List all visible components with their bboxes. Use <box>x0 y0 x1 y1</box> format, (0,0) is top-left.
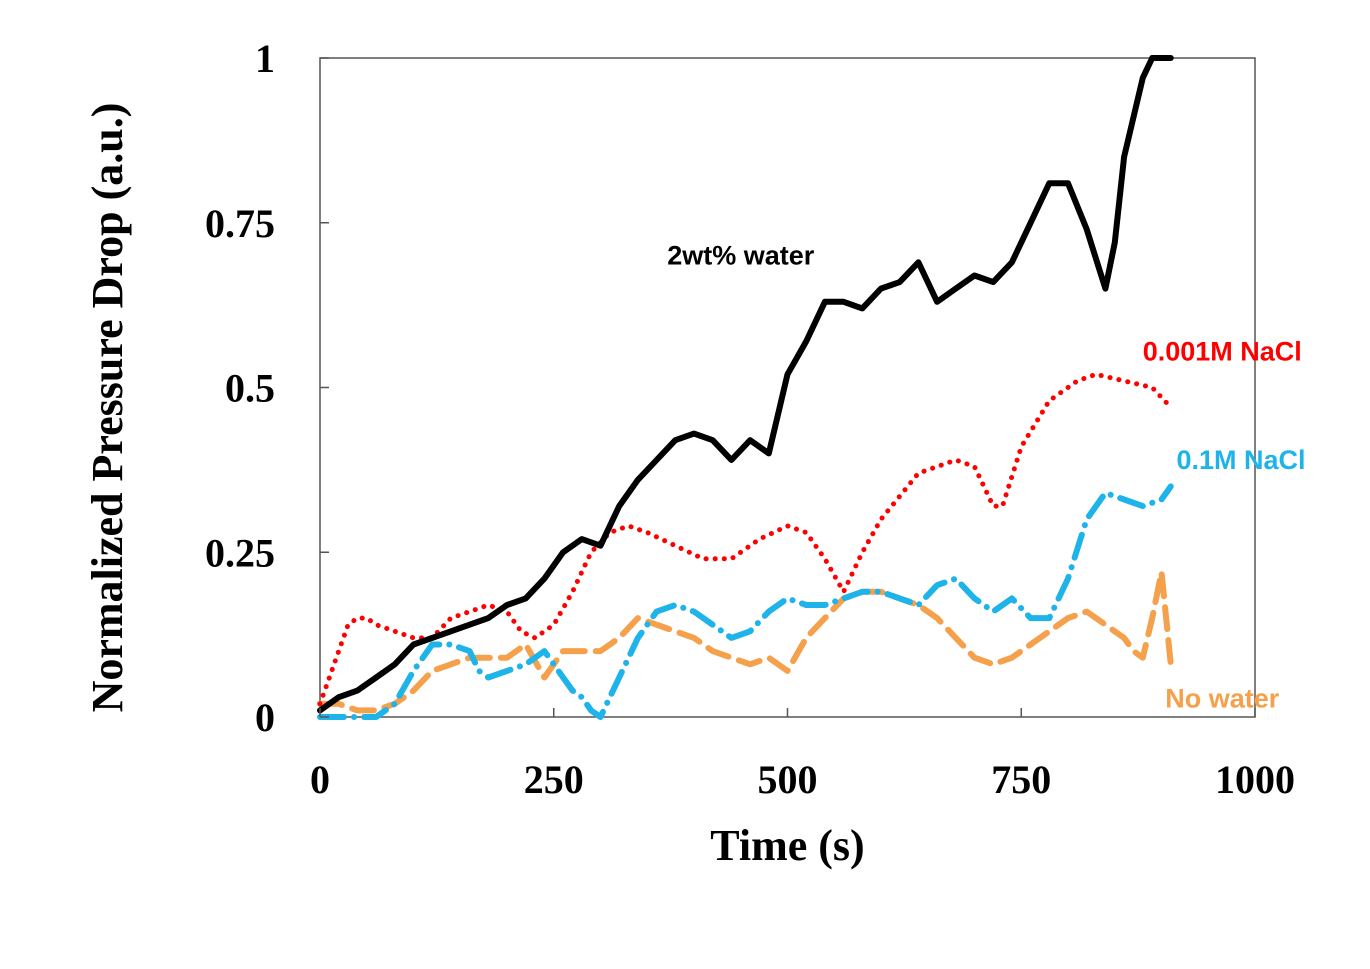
x-axis-title: Time (s) <box>710 821 864 870</box>
y-tick-label: 0 <box>255 695 275 740</box>
series-label: 2wt% water <box>667 241 815 271</box>
y-tick-label: 0.5 <box>225 366 275 411</box>
series-line-0-1m-nacl <box>317 483 1174 720</box>
series-label: 0.001M NaCl <box>1143 336 1302 366</box>
y-tick-label: 0.75 <box>205 201 275 246</box>
y-axis-title: Normalized Pressure Drop (a.u.) <box>83 103 132 713</box>
series-label: 0.1M NaCl <box>1176 445 1305 475</box>
x-tick-label: 1000 <box>1215 757 1295 802</box>
x-tick-label: 250 <box>524 757 584 802</box>
y-tick-label: 0.25 <box>205 530 275 575</box>
series-layer <box>317 55 1174 720</box>
series-label: No water <box>1165 684 1280 714</box>
y-tick-label: 1 <box>255 36 275 81</box>
x-tick-label: 0 <box>310 757 330 802</box>
series-line-2wt-water <box>317 55 1174 714</box>
x-tick-label: 750 <box>991 757 1051 802</box>
tick-layer: 0 0.25 0.5 0.75 1 0 250 500 750 1000 <box>205 36 1295 802</box>
x-tick-label: 500 <box>758 757 818 802</box>
label-layer: 2wt% water 0.001M NaCl 0.1M NaCl No water <box>667 241 1305 714</box>
